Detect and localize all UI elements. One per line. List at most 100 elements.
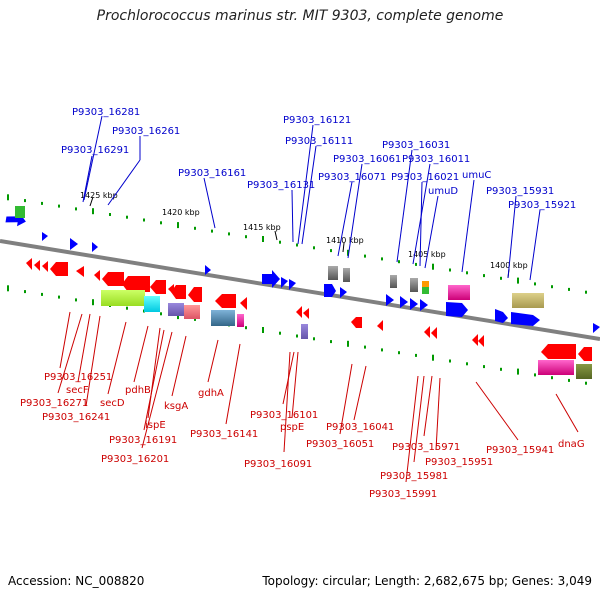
feature-arrow[interactable] [472,334,478,346]
gene-label[interactable]: P9303_16091 [244,459,312,470]
feature-arrow[interactable] [410,298,418,310]
feature-arrow[interactable] [94,270,100,281]
feature-arrow[interactable] [240,297,247,310]
scale-tick [92,299,94,306]
feature-block[interactable] [144,296,160,312]
feature-block[interactable] [576,364,592,379]
gene-label[interactable]: P9303_16101 [250,410,318,421]
feature-arrow[interactable] [351,317,362,328]
gene-label[interactable]: P9303_16281 [72,107,140,118]
gene-label[interactable]: P9303_16011 [402,154,470,165]
feature-block[interactable] [410,278,418,292]
gene-label[interactable]: umuC [462,170,491,181]
feature-arrow[interactable] [400,296,408,308]
feature-arrow[interactable] [324,284,336,297]
feature-arrow[interactable] [171,285,186,299]
gene-label[interactable]: gdhA [198,388,224,399]
gene-label[interactable]: secF [66,385,89,396]
feature-arrow[interactable] [377,320,383,331]
feature-arrow[interactable] [262,270,280,288]
gene-label[interactable]: P9303_16261 [112,126,180,137]
gene-label[interactable]: P9303_16141 [190,429,258,440]
feature-arrow[interactable] [50,262,68,276]
scale-tick [211,229,213,233]
gene-label[interactable]: P9303_16041 [326,422,394,433]
feature-block[interactable] [184,305,200,319]
feature-arrow[interactable] [424,326,430,338]
gene-label[interactable]: P9303_15951 [425,457,493,468]
feature-block[interactable] [301,324,308,339]
gene-label[interactable]: P9303_15921 [508,200,576,211]
gene-label[interactable]: P9303_16121 [283,115,351,126]
feature-block[interactable] [390,275,397,288]
gene-label[interactable]: pspE [280,422,304,433]
feature-block[interactable] [101,290,145,306]
gene-label[interactable]: P9303_16111 [285,136,353,147]
feature-arrow[interactable] [495,309,508,323]
gene-label[interactable]: dnaG [558,439,585,450]
gene-label[interactable]: P9303_16201 [101,454,169,465]
feature-arrow[interactable] [420,299,428,311]
feature-arrow[interactable] [34,260,40,271]
feature-arrow[interactable] [478,335,484,347]
gene-label[interactable]: P9303_16031 [382,140,450,151]
scale-tick [177,313,179,320]
feature-arrow[interactable] [92,242,98,252]
feature-arrow[interactable] [431,327,437,339]
feature-block[interactable] [422,281,429,287]
feature-block[interactable] [237,314,244,327]
feature-arrow[interactable] [205,265,211,275]
gene-label[interactable]: P9303_15991 [369,489,437,500]
feature-block[interactable] [448,285,470,300]
feature-arrow[interactable] [42,232,48,241]
gene-label[interactable]: P9303_15981 [380,471,448,482]
gene-label[interactable]: ispE [145,420,166,431]
feature-arrow[interactable] [215,294,236,308]
gene-label[interactable]: P9303_15941 [486,445,554,456]
feature-arrow[interactable] [122,276,150,292]
feature-arrow[interactable] [296,306,302,318]
gene-label[interactable]: P9303_16061 [333,154,401,165]
gene-label[interactable]: P9303_16021 [391,172,459,183]
feature-arrow[interactable] [150,280,166,294]
gene-label[interactable]: P9303_16161 [178,168,246,179]
gene-label[interactable]: umuD [428,186,458,197]
feature-arrow[interactable] [76,266,84,277]
feature-arrow[interactable] [70,238,78,250]
feature-block[interactable] [343,268,350,282]
gene-label[interactable]: P9303_16051 [306,439,374,450]
feature-block[interactable] [512,293,544,308]
feature-block[interactable] [328,266,338,280]
feature-block[interactable] [15,206,25,218]
feature-arrow[interactable] [303,308,309,319]
feature-arrow[interactable] [511,312,540,326]
feature-arrow[interactable] [541,344,576,359]
feature-arrow[interactable] [26,258,32,270]
feature-block[interactable] [422,287,429,294]
gene-label[interactable]: P9303_16071 [318,172,386,183]
feature-block[interactable] [168,303,184,316]
feature-block[interactable] [211,310,235,326]
feature-arrow[interactable] [281,277,288,288]
gene-label[interactable]: P9303_15931 [486,186,554,197]
feature-block[interactable] [538,360,574,375]
gene-label[interactable]: P9303_16191 [109,435,177,446]
gene-label[interactable]: P9303_15971 [392,442,460,453]
feature-arrow[interactable] [386,294,394,306]
feature-arrow[interactable] [289,279,296,290]
feature-arrow[interactable] [102,272,124,286]
gene-label[interactable]: P9303_16271 [20,398,88,409]
feature-arrow[interactable] [578,347,592,361]
feature-arrow[interactable] [446,302,468,317]
gene-label[interactable]: P9303_16291 [61,145,129,156]
gene-label[interactable]: P9303_16131 [247,180,315,191]
gene-label[interactable]: P9303_16241 [42,412,110,423]
gene-label[interactable]: P9303_16251 [44,372,112,383]
gene-label[interactable]: ksgA [164,401,188,412]
feature-arrow[interactable] [340,287,347,298]
feature-arrow[interactable] [188,287,202,302]
gene-label[interactable]: pdhB [125,385,151,396]
feature-arrow[interactable] [42,261,48,272]
gene-label[interactable]: secD [100,398,125,409]
feature-arrow[interactable] [593,323,600,333]
